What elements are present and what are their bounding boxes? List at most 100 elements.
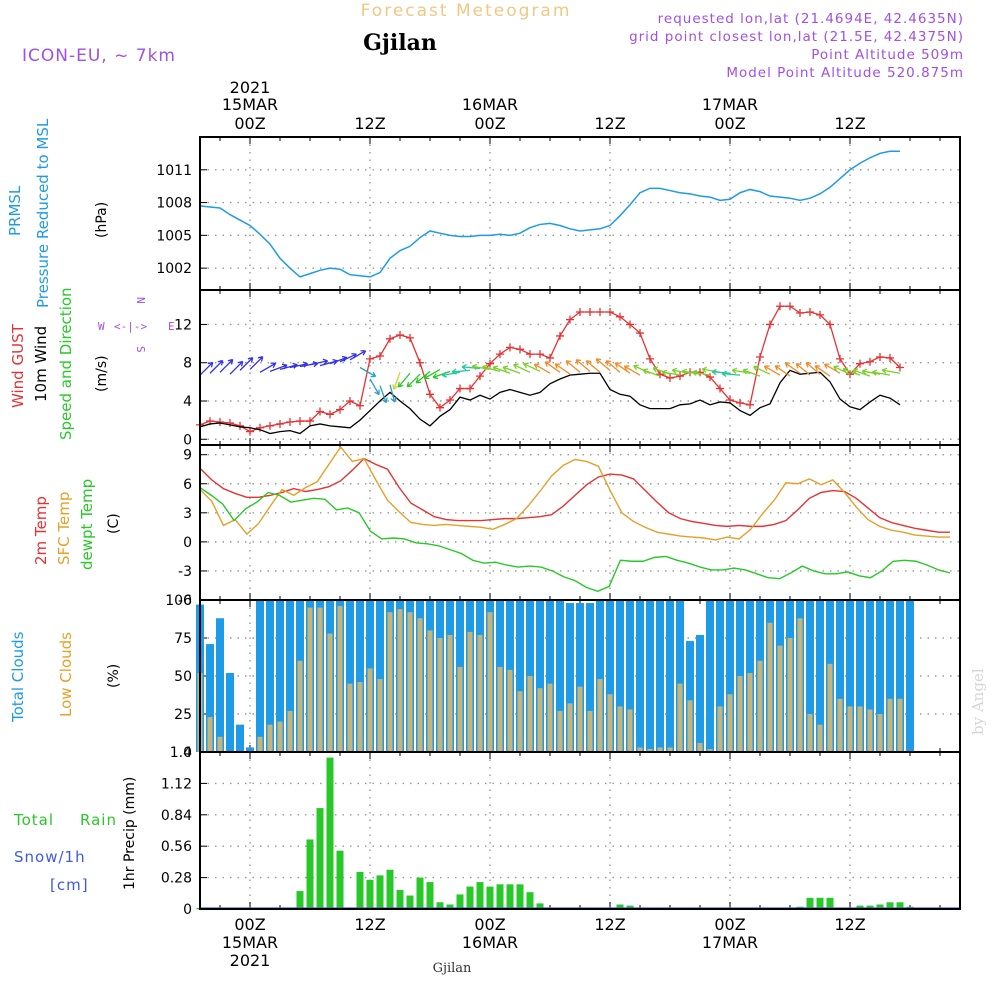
- gust-marker: [876, 352, 884, 361]
- ytick-label: 6: [183, 477, 192, 493]
- gust-marker: [246, 427, 254, 436]
- total-cloud-bar: [626, 600, 634, 752]
- rain-bar: [436, 902, 444, 909]
- low-cloud-bar: [467, 631, 473, 752]
- gust-marker: [306, 417, 314, 426]
- gust-marker: [626, 320, 634, 329]
- total-label: Total: [13, 811, 54, 829]
- total-cloud-bar: [346, 600, 354, 752]
- snow-unit-label: [cm]: [50, 876, 89, 894]
- wind-direction-arrow: [544, 361, 561, 373]
- total-cloud-bar: [906, 600, 914, 752]
- low-cloud-bar: [627, 709, 633, 752]
- total-cloud-bar: [666, 600, 674, 752]
- rain-bar: [856, 905, 864, 909]
- wind-direction-arrow: [585, 360, 601, 373]
- ytick-label: 0: [183, 745, 192, 761]
- watermark: by Angel: [969, 668, 987, 735]
- low-cloud-bar: [767, 622, 773, 752]
- gust-marker: [456, 384, 464, 393]
- gust-marker: [886, 353, 894, 362]
- wind-direction-arrow: [259, 362, 277, 373]
- rain-bar: [336, 850, 344, 909]
- wind-direction-arrow: [842, 367, 861, 376]
- ytick-label: 0.28: [161, 871, 192, 887]
- time-label-line: 00Z: [474, 114, 505, 133]
- gust-marker: [536, 350, 544, 359]
- dewpt-temp-line: [199, 487, 951, 593]
- rain-bar: [516, 884, 524, 909]
- low-cloud-bar: [797, 618, 803, 752]
- ytick-label: 0: [183, 902, 192, 918]
- low-cloud-bar: [777, 645, 783, 752]
- rain-bar: [526, 892, 534, 909]
- time-label-line: 00Z: [714, 915, 745, 934]
- low-cloud-bar: [827, 663, 833, 752]
- total-cloud-bar: [686, 641, 694, 752]
- time-label-line: 2021: [230, 951, 271, 970]
- wind-speed-dir-label: Speed and Direction: [57, 287, 75, 440]
- grid-pressure: [200, 137, 960, 290]
- top-time-label: 12Z: [834, 114, 865, 133]
- gust-marker: [666, 374, 674, 383]
- rain-bar: [886, 902, 894, 909]
- ytick-label: 0: [183, 432, 192, 448]
- wind-direction-arrow: [614, 362, 631, 374]
- ytick-label: 4: [183, 394, 192, 410]
- ytick-label: 1008: [156, 196, 192, 212]
- low-cloud-bar: [647, 748, 653, 752]
- wind-direction-arrow: [642, 368, 661, 377]
- gust-marker: [226, 418, 234, 427]
- total-cloud-bar: [846, 600, 854, 752]
- compass-north: N: [134, 297, 147, 304]
- low-cloud-bar: [877, 714, 883, 752]
- prmsl-line: [199, 150, 900, 278]
- wind-10m-label: 10m Wind: [32, 326, 50, 402]
- gust-marker: [546, 353, 554, 362]
- gust-marker: [596, 308, 604, 317]
- gust-marker: [316, 407, 324, 416]
- gust-marker: [566, 315, 574, 324]
- low-cloud-bar: [817, 724, 823, 752]
- wind-direction-arrow: [575, 359, 591, 372]
- gust-marker: [256, 423, 264, 432]
- rain-bar: [616, 904, 624, 909]
- compass-south: S: [134, 346, 147, 353]
- wind-direction-arrow: [482, 364, 501, 372]
- low-clouds-label: Low Clouds: [57, 632, 75, 717]
- wind-direction-arrow: [502, 365, 521, 374]
- rain-bar: [626, 905, 634, 909]
- time-label-line: 00Z: [234, 915, 265, 934]
- rain-bar: [446, 904, 454, 909]
- gust-marker: [766, 320, 774, 329]
- low-cloud-bar: [327, 633, 333, 752]
- gust-marker: [486, 359, 494, 368]
- total-cloud-bar: [876, 600, 884, 752]
- rain-bar: [506, 884, 514, 909]
- rain-bar: [396, 889, 404, 909]
- gust-marker: [646, 354, 654, 363]
- wind-direction-arrow: [492, 365, 511, 374]
- wind-direction-arrow: [795, 362, 811, 376]
- rain-bar: [496, 884, 504, 909]
- temp2m-line: [199, 457, 950, 533]
- gust-marker: [426, 390, 434, 399]
- total-cloud-bar: [716, 600, 724, 752]
- rain-bar: [466, 886, 474, 909]
- total-cloud-bar: [516, 600, 524, 752]
- wind-direction-arrow: [823, 363, 841, 374]
- ytick-label: -6: [178, 593, 192, 609]
- ytick-label: 100: [165, 593, 192, 609]
- gust-marker: [576, 308, 584, 317]
- gust-marker: [466, 384, 474, 393]
- top-time-label: 12Z: [594, 114, 625, 133]
- low-cloud-bar: [677, 683, 683, 752]
- wind-direction-arrow: [871, 369, 891, 376]
- wind-direction-arrow: [359, 366, 377, 378]
- low-cloud-bar: [537, 688, 543, 752]
- prmsl-label: PRMSL: [6, 185, 24, 236]
- grid-temperature: [200, 445, 960, 601]
